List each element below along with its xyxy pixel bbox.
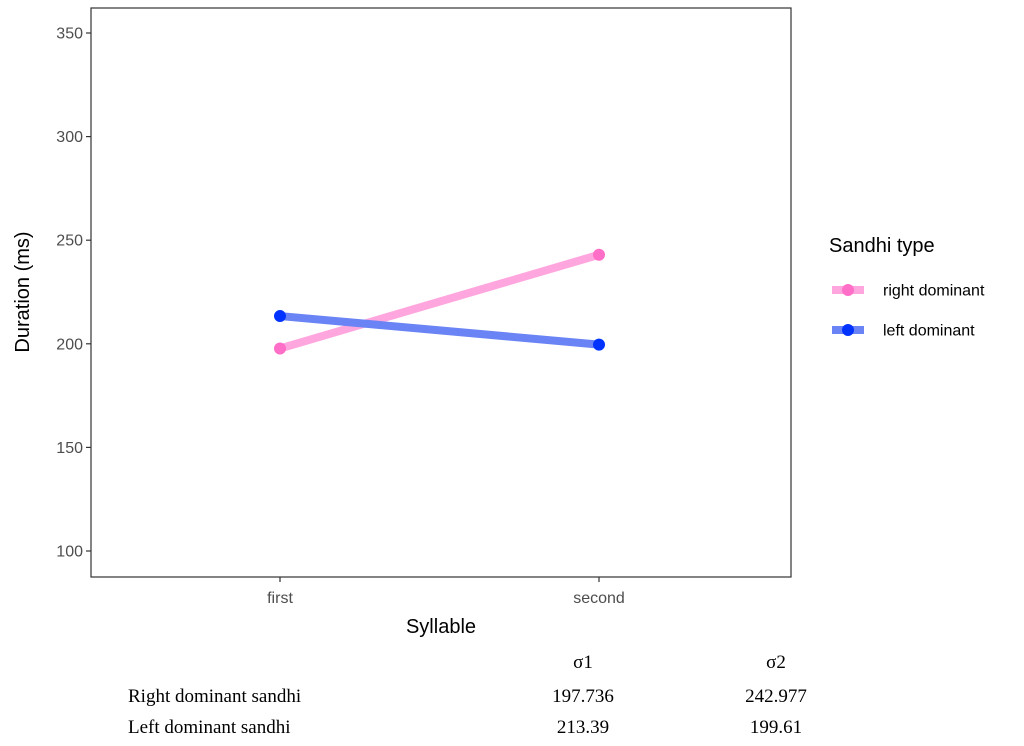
table-row-label: Right dominant sandhi [128,686,302,707]
table-cell: 213.39 [556,717,610,738]
legend: Sandhi type right dominant left dominant [829,235,985,340]
table-cell: 242.977 [745,686,807,707]
x-tick-label: first [267,590,293,607]
x-tick-label: second [573,590,625,607]
y-tick-label: 200 [56,336,83,353]
table-cell: 199.61 [749,717,803,738]
table-cell: 197.736 [552,686,614,707]
y-tick-label: 300 [56,129,83,146]
series-line-left-dominant [279,312,600,349]
x-axis-title: Syllable [406,616,476,638]
series-layer [274,248,605,355]
legend-key-point [842,324,854,336]
x-axis: first second [267,577,625,607]
y-tick-label: 100 [56,544,83,561]
legend-key-point [842,284,854,296]
data-point-left-dominant [274,310,286,323]
y-tick-label: 150 [56,440,83,457]
y-axis: 100 150 200 250 300 350 [56,26,91,561]
series-line-right-dominant [278,250,601,353]
y-tick-label: 350 [56,26,83,43]
legend-label: left dominant [883,323,975,340]
legend-label: right dominant [883,283,985,300]
legend-items: right dominant left dominant [832,283,985,340]
legend-title: Sandhi type [829,235,935,257]
y-axis-title: Duration (ms) [12,231,34,352]
data-point-right-dominant [274,342,286,355]
plot-panel [90,7,792,578]
y-tick-label: 250 [56,233,83,250]
data-point-right-dominant [593,248,605,261]
table-header-sigma1: σ1 [573,652,593,673]
table-row-label: Left dominant sandhi [128,717,291,738]
table-header-sigma2: σ2 [766,652,786,673]
data-point-left-dominant [593,338,605,351]
